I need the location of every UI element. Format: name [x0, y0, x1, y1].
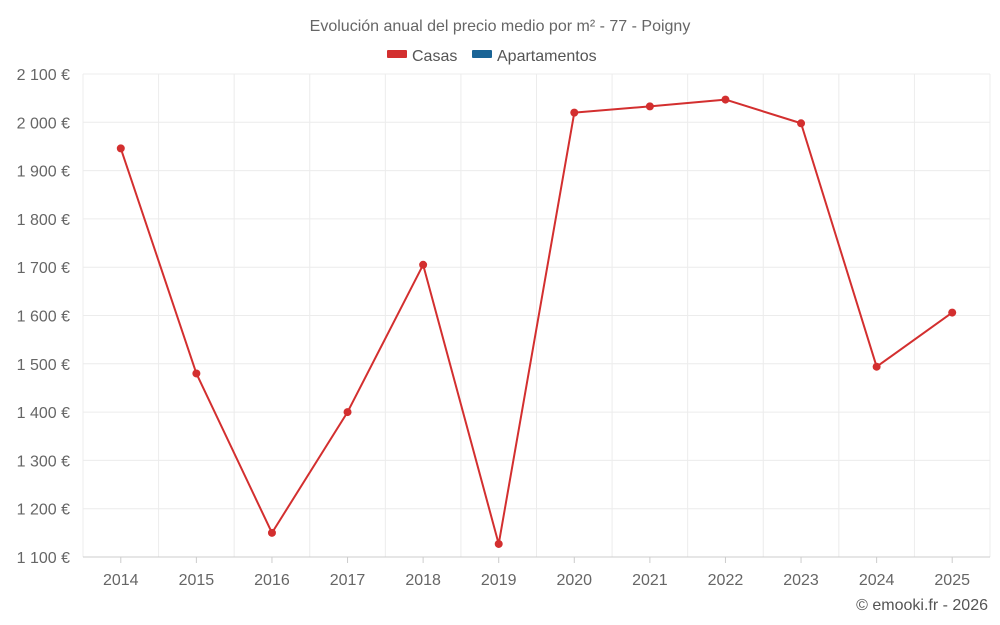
data-point-casas-2021: [645, 102, 654, 111]
x-tick-label: 2022: [708, 572, 744, 589]
data-point-casas-2018: [419, 260, 428, 269]
legend[interactable]: Casas Apartamentos: [387, 48, 597, 65]
data-point-casas-2023: [797, 119, 806, 128]
x-tick-label: 2016: [254, 572, 290, 589]
data-point-casas-2016: [267, 528, 276, 537]
y-tick-label: 2 000 €: [17, 115, 70, 132]
data-point-casas-2022: [721, 95, 730, 104]
y-tick-label: 1 800 €: [17, 212, 70, 229]
legend-swatch-apartamentos: [472, 50, 492, 58]
legend-label-casas[interactable]: Casas: [412, 48, 457, 65]
y-tick-label: 1 400 €: [17, 405, 70, 422]
legend-label-apartamentos[interactable]: Apartamentos: [497, 48, 597, 65]
legend-swatch-casas: [387, 50, 407, 58]
y-tick-label: 1 700 €: [17, 260, 70, 277]
data-point-casas-2014: [116, 144, 125, 153]
x-tick-label: 2025: [934, 572, 970, 589]
data-point-casas-2020: [570, 108, 579, 117]
credit-text: © emooki.fr - 2026: [856, 597, 988, 614]
y-tick-label: 1 100 €: [17, 550, 70, 567]
x-tick-label: 2019: [481, 572, 517, 589]
chart-title: Evolución anual del precio medio por m² …: [310, 18, 691, 35]
data-point-casas-2025: [948, 308, 957, 317]
y-tick-label: 1 500 €: [17, 357, 70, 374]
y-tick-label: 1 900 €: [17, 164, 70, 181]
x-tick-label: 2017: [330, 572, 366, 589]
data-point-casas-2024: [872, 362, 881, 371]
plot-area: [116, 95, 957, 548]
y-tick-label: 1 600 €: [17, 309, 70, 326]
y-tick-label: 1 200 €: [17, 502, 70, 519]
x-tick-label: 2023: [783, 572, 819, 589]
y-axis: 1 100 € 1 200 € 1 300 € 1 400 € 1 500 € 1 600…: [17, 67, 70, 567]
series-line-casas: [119, 98, 953, 545]
y-tick-label: 1 300 €: [17, 453, 70, 470]
grid-lines: [82, 73, 991, 558]
x-tick-label: 2020: [556, 572, 592, 589]
data-point-casas-2015: [192, 369, 201, 378]
x-tick-label: 2015: [179, 572, 215, 589]
x-tick-label: 2014: [103, 572, 139, 589]
data-point-casas-2019: [494, 539, 503, 548]
x-axis: 2014 2015 2016 2017 2018 2019 2020 2021 2022 2023…: [83, 556, 990, 589]
x-tick-label: 2018: [405, 572, 441, 589]
data-point-casas-2017: [343, 408, 352, 417]
x-tick-label: 2021: [632, 572, 668, 589]
y-tick-label: 2 100 €: [17, 67, 70, 84]
x-tick-label: 2024: [859, 572, 895, 589]
